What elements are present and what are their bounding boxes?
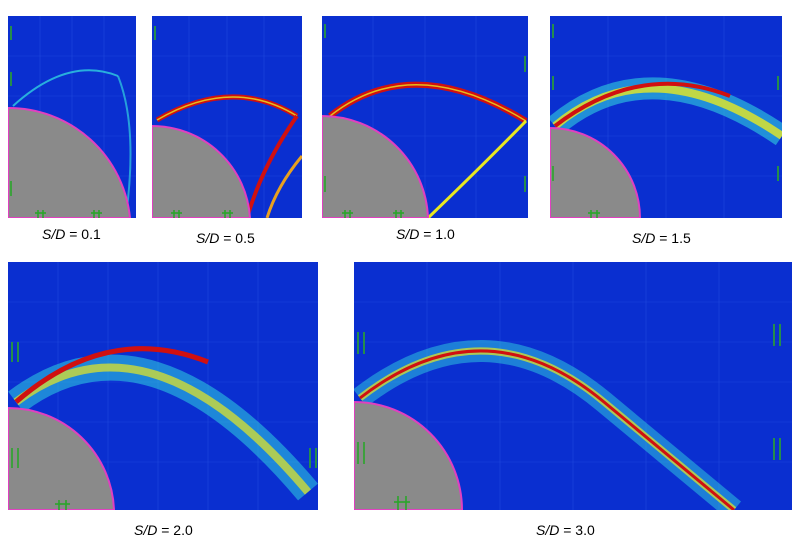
caption-panel-4: S/D = 1.5: [632, 230, 691, 246]
caption-panel-5: S/D = 2.0: [134, 522, 193, 538]
contour-panel-1: [8, 16, 136, 218]
contour-panel-5: [8, 262, 318, 510]
contour-panel-2: [152, 16, 302, 218]
caption-panel-3: S/D = 1.0: [396, 226, 455, 242]
contour-panel-6: [354, 262, 792, 510]
caption-panel-1: S/D = 0.1: [42, 226, 101, 242]
cylinder: [8, 106, 132, 218]
caption-panel-2: S/D = 0.5: [196, 230, 255, 246]
contour-panel-3: [322, 16, 528, 218]
caption-panel-6: S/D = 3.0: [536, 522, 595, 538]
contour-panel-4: [550, 16, 782, 218]
